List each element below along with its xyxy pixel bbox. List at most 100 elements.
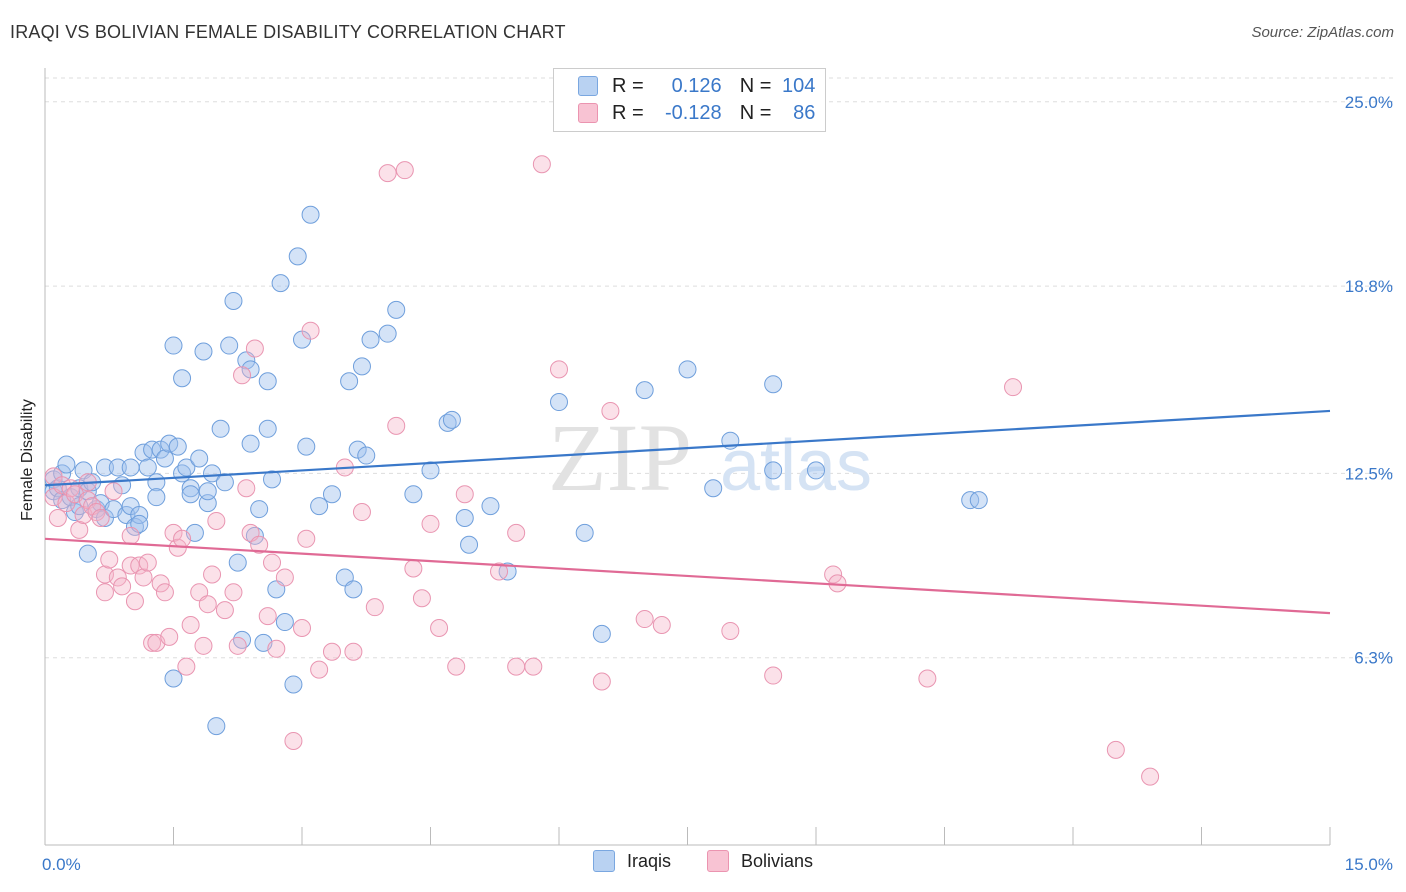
point-bolivians: [764, 666, 783, 685]
point-bolivians: [275, 568, 294, 587]
point-bolivians: [177, 657, 196, 676]
point-iraqis: [357, 446, 376, 465]
point-bolivians: [267, 639, 286, 658]
point-iraqis: [181, 485, 200, 504]
point-bolivians: [592, 672, 611, 691]
point-bolivians: [421, 514, 440, 533]
point-bolivians: [203, 565, 222, 584]
point-iraqis: [387, 300, 406, 319]
point-iraqis: [421, 461, 440, 480]
point-bolivians: [918, 669, 937, 688]
point-bolivians: [297, 529, 316, 548]
point-bolivians: [824, 565, 843, 584]
point-iraqis: [678, 360, 697, 379]
point-bolivians: [224, 583, 243, 602]
y-tick-label: 6.3%: [1354, 649, 1393, 668]
point-iraqis: [575, 523, 594, 542]
point-bolivians: [263, 553, 282, 572]
data-points: [44, 155, 1160, 786]
legend-swatch-iraqis: [592, 850, 615, 872]
point-bolivians: [293, 618, 311, 637]
point-bolivians: [652, 616, 671, 635]
n-value-iraqis: 104: [782, 74, 816, 97]
trend-line-bolivians: [44, 537, 1331, 615]
stats-legend: R = 0.126 N = 104 R = -0.128 N = 86: [553, 68, 826, 132]
point-bolivians: [524, 657, 543, 676]
legend-swatch-bolivians: [578, 103, 598, 123]
point-bolivians: [228, 636, 247, 655]
point-iraqis: [258, 372, 277, 391]
point-iraqis: [284, 675, 303, 694]
point-iraqis: [271, 274, 290, 293]
point-bolivians: [138, 553, 157, 572]
point-iraqis: [190, 449, 209, 468]
point-bolivians: [721, 621, 740, 640]
point-iraqis: [807, 461, 825, 480]
point-iraqis: [263, 470, 282, 489]
legend-item-bolivians[interactable]: Bolivians: [706, 850, 814, 872]
point-iraqis: [258, 419, 277, 438]
watermark-zip: ZIP: [548, 404, 692, 511]
point-bolivians: [404, 559, 423, 578]
point-bolivians: [113, 577, 132, 596]
point-iraqis: [361, 330, 380, 349]
point-bolivians: [378, 164, 397, 183]
point-bolivians: [430, 618, 449, 637]
point-iraqis: [220, 336, 239, 355]
point-iraqis: [181, 479, 200, 498]
point-bolivians: [173, 529, 192, 548]
r-value-iraqis: 0.126: [671, 74, 722, 97]
point-bolivians: [151, 574, 170, 593]
point-iraqis: [460, 535, 479, 554]
point-iraqis: [138, 458, 157, 477]
n-label: N =: [739, 74, 772, 97]
point-iraqis: [241, 434, 260, 453]
point-bolivians: [352, 503, 371, 522]
point-iraqis: [344, 580, 363, 599]
point-bolivians: [233, 366, 252, 385]
point-bolivians: [322, 642, 341, 661]
point-bolivians: [250, 535, 269, 554]
series-legend: Iraqis Bolivians: [0, 850, 1406, 872]
point-bolivians: [198, 595, 217, 614]
point-iraqis: [322, 485, 341, 504]
point-bolivians: [181, 616, 200, 635]
y-tick-label: 12.5%: [1345, 464, 1393, 483]
legend-label-bolivians: Bolivians: [740, 850, 814, 871]
point-iraqis: [57, 455, 76, 474]
point-iraqis: [198, 482, 217, 501]
point-bolivians: [215, 601, 234, 620]
point-bolivians: [507, 523, 526, 542]
n-value-bolivians: 86: [793, 101, 816, 124]
point-iraqis: [297, 437, 316, 456]
point-bolivians: [601, 401, 620, 420]
point-iraqis: [550, 393, 568, 412]
point-bolivians: [155, 583, 174, 602]
point-iraqis: [207, 717, 226, 736]
point-iraqis: [211, 419, 230, 438]
point-bolivians: [100, 550, 119, 569]
point-iraqis: [455, 508, 474, 527]
point-bolivians: [550, 360, 568, 379]
point-iraqis: [173, 369, 192, 388]
point-iraqis: [108, 458, 127, 477]
point-iraqis: [275, 613, 294, 632]
point-bolivians: [258, 607, 277, 626]
point-iraqis: [969, 491, 988, 510]
point-bolivians: [91, 508, 110, 527]
point-iraqis: [635, 381, 654, 400]
legend-item-iraqis[interactable]: Iraqis: [592, 850, 671, 872]
point-iraqis: [592, 624, 611, 643]
point-iraqis: [352, 357, 371, 376]
point-iraqis: [704, 479, 723, 498]
point-iraqis: [301, 205, 320, 224]
point-iraqis: [78, 544, 97, 563]
legend-row-bolivians: R = -0.128 N = 86: [578, 100, 815, 126]
point-iraqis: [168, 437, 187, 456]
legend-swatch-iraqis: [578, 76, 598, 96]
n-label: N =: [739, 101, 772, 124]
x-tick-label: 0.0%: [42, 855, 81, 874]
source-label: Source: ZipAtlas.com: [1251, 24, 1394, 41]
point-iraqis: [147, 488, 166, 507]
